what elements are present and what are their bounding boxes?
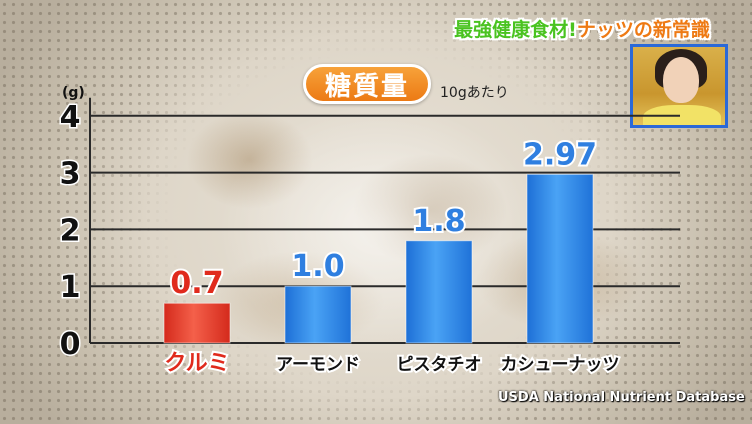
category-label: アーモンド <box>276 355 360 375</box>
bar-1 <box>163 302 231 344</box>
y-tick-label: 0 <box>60 327 81 362</box>
y-tick-label: 1 <box>60 270 81 305</box>
y-tick-label: 2 <box>60 213 81 248</box>
value-label: 0.7 <box>170 266 223 301</box>
headline-part1: 最強健康食材! <box>454 18 577 41</box>
chart-title: 糖質量 <box>303 64 431 104</box>
data-source: USDA National Nutrient Database <box>498 390 745 405</box>
bar-4 <box>526 173 594 344</box>
chart-subtitle: 10gあたり <box>440 85 509 101</box>
headline-part2: ナッツの新常識 <box>576 18 710 41</box>
value-label: 1.8 <box>412 204 465 239</box>
presenter-face <box>663 57 699 103</box>
bar-2 <box>284 285 352 344</box>
presenter-inset <box>630 44 728 128</box>
headline-banner: 最強健康食材! ナッツの新常識 <box>432 8 732 48</box>
bar-3 <box>405 240 473 344</box>
category-label: クルミ <box>164 351 229 376</box>
y-tick-label: 3 <box>60 157 81 192</box>
value-label: 1.0 <box>291 249 344 284</box>
y-tick-label: 4 <box>60 100 81 135</box>
category-label: ピスタチオ <box>397 355 482 375</box>
value-label: 2.97 <box>523 137 597 172</box>
y-axis-unit: (g) <box>62 85 85 101</box>
category-label: カシューナッツ <box>501 355 620 375</box>
presenter-shirt <box>643 105 721 125</box>
